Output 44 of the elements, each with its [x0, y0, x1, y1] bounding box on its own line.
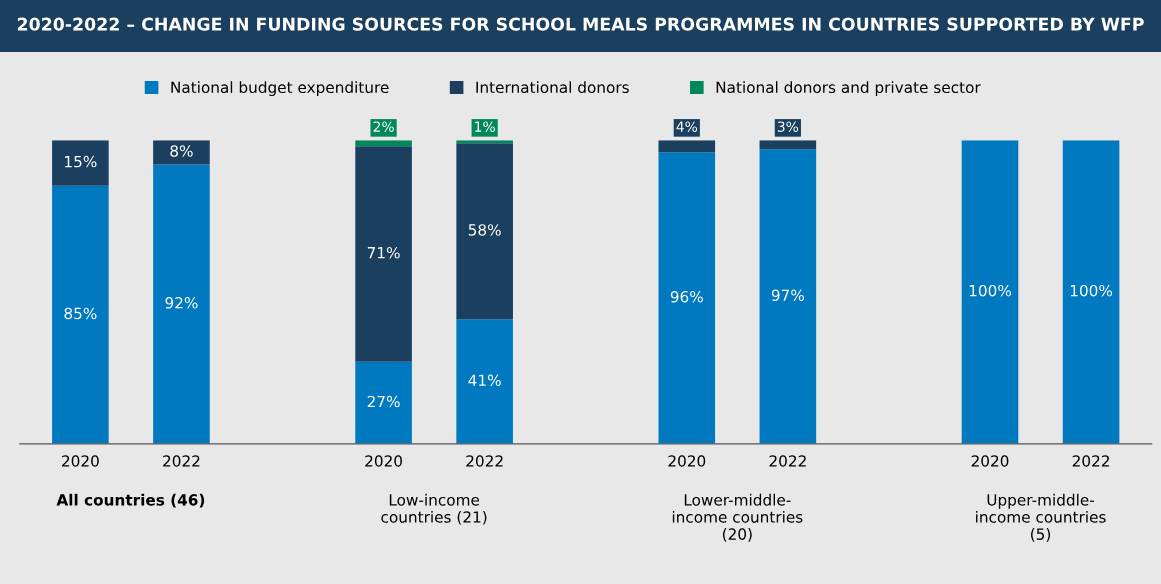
bar — [52, 140, 109, 186]
x-tick-label: 2022 — [769, 455, 806, 467]
bar — [658, 152, 716, 444]
x-tick-label: 2022 — [1072, 455, 1109, 467]
x-tick-label: 2020 — [62, 455, 99, 467]
legend-label: National budget expenditure — [171, 81, 389, 97]
bar — [355, 361, 412, 444]
data-label: 2% — [373, 121, 394, 132]
data-label: 100% — [1070, 284, 1113, 297]
bar — [759, 149, 817, 444]
data-label: 58% — [468, 224, 501, 236]
text: All countries (46) — [56, 493, 205, 508]
text: Upper-middle- income countries (5) — [976, 493, 1106, 542]
data-label: 71% — [367, 246, 400, 259]
legend-label: International donors — [476, 81, 629, 94]
bar — [456, 143, 513, 320]
data-label: 97% — [771, 289, 804, 301]
x-tick-label: 2020 — [668, 455, 706, 467]
x-tick-label: 2020 — [971, 455, 1009, 467]
data-label: 92% — [165, 297, 198, 309]
bar — [153, 164, 210, 444]
text: Lower-middle- income countries (20) — [672, 493, 803, 542]
x-tick-label: 2022 — [466, 455, 503, 467]
bar — [1062, 140, 1120, 444]
data-label: 41% — [468, 374, 501, 387]
data-label: 85% — [64, 307, 97, 320]
data-label: 3% — [777, 121, 799, 132]
bar — [355, 146, 412, 362]
bar — [52, 185, 109, 444]
data-label: 100% — [969, 284, 1011, 297]
data-label: 96% — [670, 290, 703, 303]
legend-label: National donors and private sector — [716, 81, 981, 97]
chart-title: 2020-2022 – CHANGE IN FUNDING SOURCES FOR SCHOOL MEALS PROGRAMMES IN COUNTRIES SUPPORTED BY WFP — [17, 17, 1144, 31]
data-label: 15% — [65, 155, 97, 168]
data-label: 1% — [475, 121, 495, 132]
bar — [961, 140, 1019, 444]
data-label: 4% — [676, 121, 698, 132]
bar — [658, 140, 716, 153]
bar — [456, 319, 513, 444]
data-label: 8% — [170, 145, 193, 157]
x-tick-label: 2020 — [365, 455, 403, 467]
data-label: 27% — [367, 395, 400, 408]
text: Low-income countries (21) — [381, 493, 487, 525]
x-tick-label: 2022 — [163, 455, 200, 467]
